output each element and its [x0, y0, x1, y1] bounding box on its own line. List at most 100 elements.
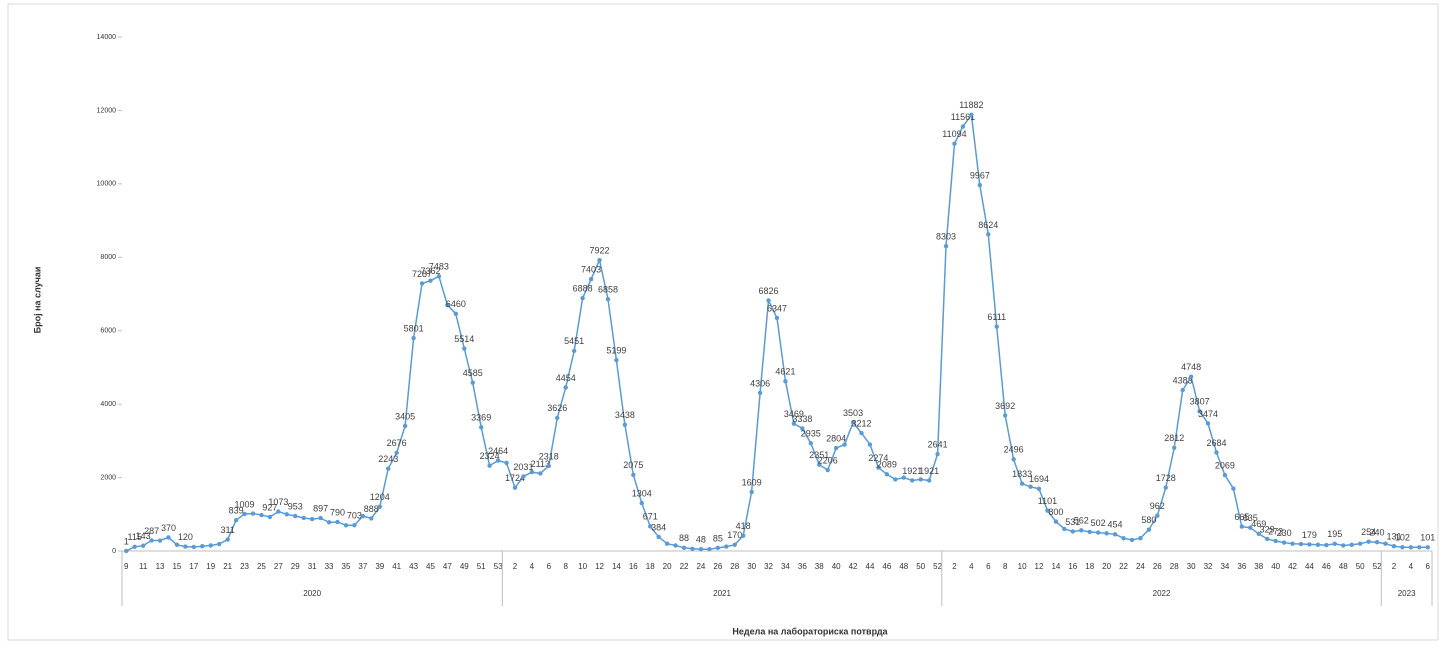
x-tick-label: 18 — [1085, 562, 1094, 571]
x-tick-label: 47 — [443, 562, 452, 571]
data-point — [419, 281, 425, 286]
data-label: 962 — [1150, 501, 1165, 511]
x-tick-label: 24 — [696, 562, 705, 571]
data-label: 3503 — [843, 408, 863, 418]
data-label: 4454 — [556, 373, 576, 383]
data-label: 2676 — [387, 438, 407, 448]
data-point — [1332, 541, 1338, 547]
data-label: 6858 — [598, 285, 618, 295]
x-tick-label: 27 — [274, 562, 283, 571]
data-point — [648, 524, 653, 529]
data-label: 9967 — [970, 170, 990, 180]
data-label: 8303 — [936, 232, 956, 242]
x-tick-label: 52 — [933, 562, 942, 571]
data-point — [546, 463, 552, 469]
x-tick-label: 46 — [882, 562, 891, 571]
data-point — [732, 542, 737, 547]
x-tick-label: 26 — [1153, 562, 1162, 571]
data-point — [352, 522, 357, 528]
data-point — [1172, 445, 1177, 450]
y-tick-label: 6000 — [100, 328, 116, 335]
x-tick-label: 11 — [139, 562, 148, 571]
data-point — [478, 425, 484, 430]
data-label: 2318 — [539, 451, 559, 461]
data-point — [943, 243, 949, 249]
data-point — [1095, 530, 1101, 535]
data-point — [681, 545, 687, 550]
data-point — [825, 467, 830, 473]
data-point — [800, 426, 805, 431]
data-point — [918, 477, 923, 482]
data-point — [960, 124, 966, 129]
x-tick-label: 43 — [409, 562, 418, 571]
data-label: 240 — [1370, 528, 1385, 538]
x-tick-label: 38 — [1254, 562, 1263, 571]
data-label: 384 — [651, 522, 666, 532]
x-tick-label: 45 — [426, 562, 435, 571]
data-point — [124, 548, 129, 554]
data-label: 6888 — [573, 283, 593, 293]
data-point — [1028, 484, 1033, 489]
data-point — [208, 543, 213, 548]
data-point — [1248, 525, 1253, 530]
x-tick-label: 52 — [1373, 562, 1382, 571]
data-label: 102 — [1395, 533, 1410, 543]
data-point — [1087, 529, 1092, 535]
data-point — [225, 537, 230, 542]
x-tick-label: 19 — [206, 562, 215, 571]
data-point — [817, 462, 822, 467]
x-tick-label: 48 — [899, 562, 908, 571]
x-tick-label: 51 — [477, 562, 486, 571]
data-point — [538, 471, 543, 476]
x-tick-label: 29 — [291, 562, 300, 571]
data-label: 2031 — [513, 462, 533, 472]
data-point — [445, 302, 450, 308]
data-point — [884, 472, 890, 477]
data-label: 703 — [347, 511, 362, 521]
data-point — [1002, 413, 1008, 418]
data-point — [233, 517, 239, 523]
x-tick-label: 28 — [730, 562, 739, 571]
data-point — [766, 298, 771, 303]
data-label: 7403 — [581, 265, 601, 275]
data-point — [1374, 539, 1380, 545]
data-label: 2113 — [531, 459, 550, 469]
data-point — [250, 511, 256, 516]
x-tick-label: 6 — [1426, 562, 1431, 571]
data-label: 1724 — [505, 473, 525, 483]
data-label: 4621 — [775, 367, 795, 377]
data-point — [1357, 541, 1363, 546]
x-tick-label: 12 — [595, 562, 604, 571]
data-point — [1011, 457, 1016, 462]
data-point — [487, 463, 492, 468]
data-point — [1366, 539, 1371, 544]
x-tick-label: 6 — [547, 562, 552, 571]
data-label: 1833 — [1012, 469, 1032, 479]
data-point — [986, 232, 991, 237]
x-tick-label: 4 — [1409, 562, 1414, 571]
data-label: 2351 — [809, 450, 829, 460]
data-point — [901, 475, 906, 480]
data-label: 6347 — [767, 303, 787, 313]
data-label: 115 — [127, 532, 141, 542]
data-label: 254 — [1361, 527, 1376, 537]
data-point — [1188, 374, 1194, 379]
data-label: 3338 — [792, 414, 812, 424]
data-point — [453, 311, 459, 317]
x-tick-label: 50 — [916, 562, 925, 571]
x-tick-label: 2 — [513, 562, 518, 571]
data-label: 7922 — [590, 246, 610, 256]
data-point — [276, 509, 281, 514]
data-point — [1383, 541, 1388, 546]
data-point — [149, 538, 154, 543]
data-point — [1062, 526, 1067, 532]
data-label: 2496 — [1004, 445, 1024, 455]
data-point — [1180, 387, 1185, 393]
data-point — [842, 442, 847, 447]
x-tick-label: 9 — [124, 562, 129, 571]
x-tick-label: 4 — [530, 562, 535, 571]
y-tick-label: 2000 — [100, 474, 116, 481]
data-point — [1417, 545, 1422, 550]
data-label: 2075 — [623, 460, 643, 470]
data-label: 11561 — [951, 112, 975, 122]
